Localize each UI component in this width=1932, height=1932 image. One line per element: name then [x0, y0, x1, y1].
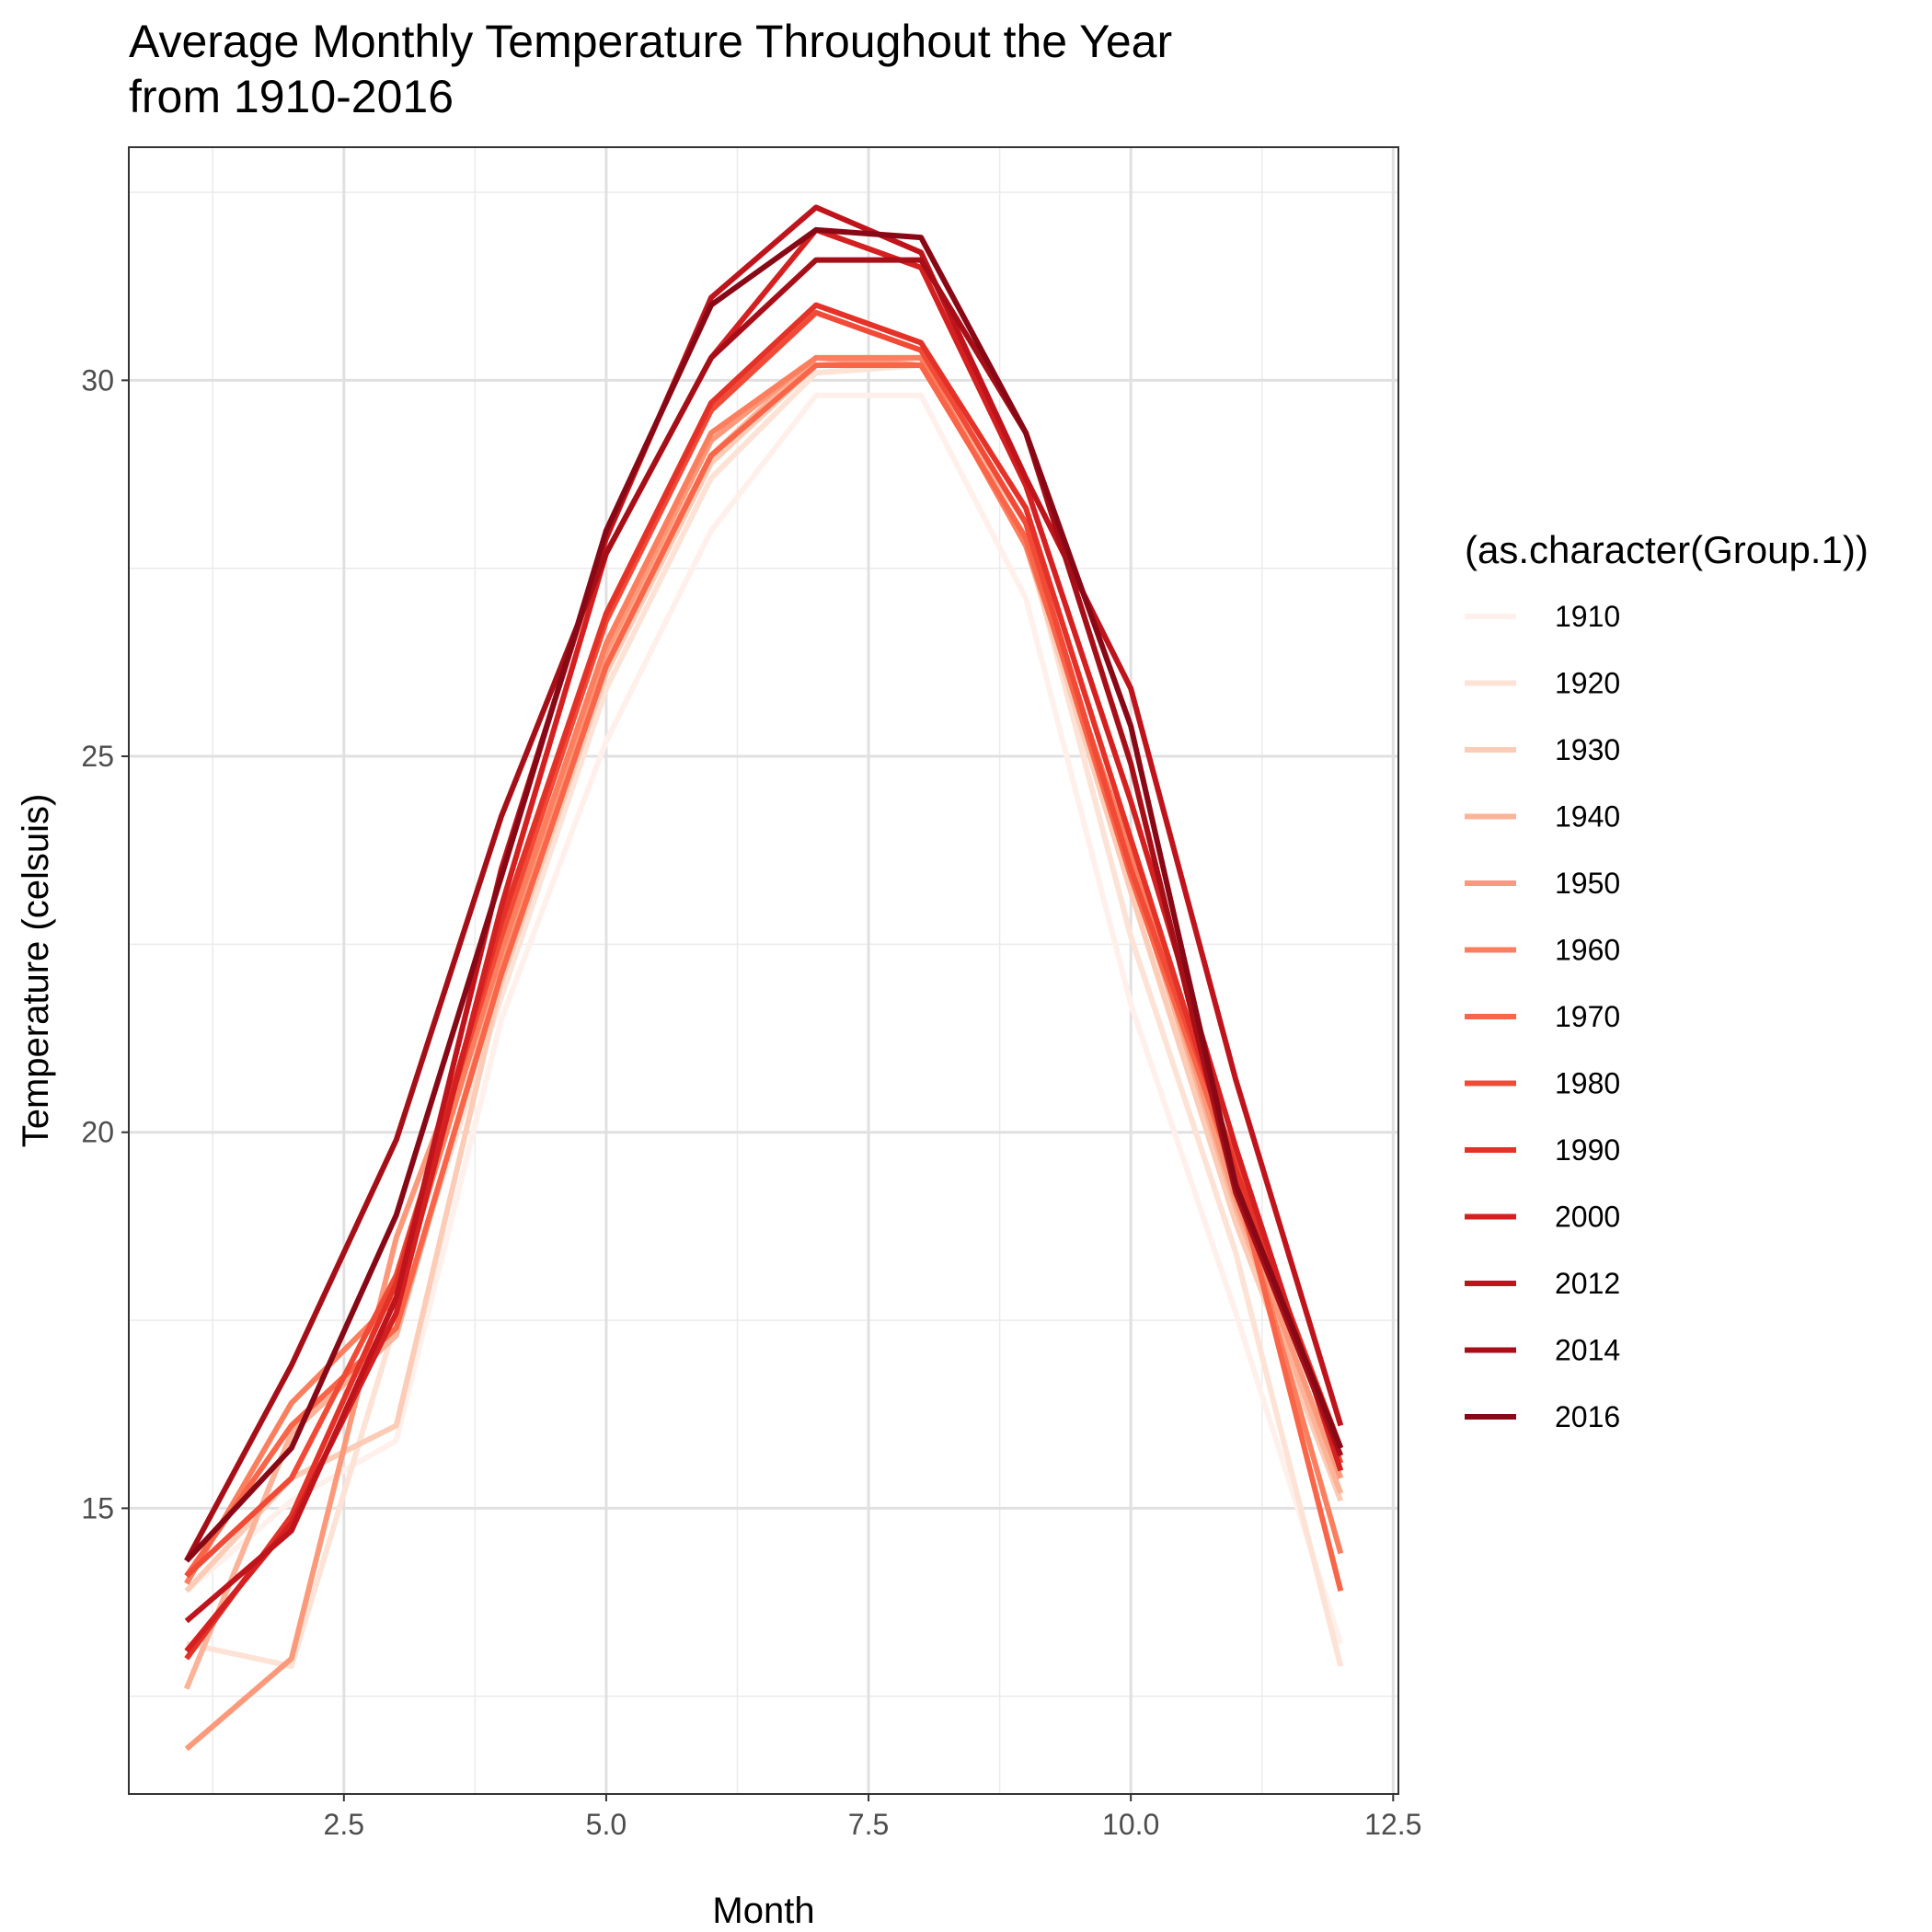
legend-label-1930: 1930: [1555, 733, 1620, 766]
y-tick-label: 20: [81, 1116, 114, 1149]
chart-title-line-2: from 1910-2016: [129, 71, 454, 122]
legend-label-1960: 1960: [1555, 934, 1620, 967]
legend-label-1950: 1950: [1555, 867, 1620, 900]
x-axis-label: Month: [712, 1891, 814, 1931]
legend-label-2012: 2012: [1555, 1267, 1620, 1300]
series-line-1980: [184, 309, 1344, 1579]
legend-label-1910: 1910: [1555, 600, 1620, 633]
legend-label-1920: 1920: [1555, 667, 1620, 700]
x-tick-label: 5.0: [586, 1808, 627, 1841]
x-tick-label: 12.5: [1364, 1808, 1421, 1841]
legend-items: 1910 1920 1930 1940 1950 1960 1970 1980 1990 2000…: [1465, 600, 1620, 1433]
legend-label-2000: 2000: [1555, 1201, 1620, 1234]
legend-title: (as.character(Group.1)): [1465, 528, 1869, 571]
major-gridlines: [129, 147, 1398, 1794]
y-tick-label: 15: [81, 1491, 114, 1524]
x-tick-label: 2.5: [324, 1808, 364, 1841]
x-tick-label: 10.0: [1102, 1808, 1159, 1841]
legend: (as.character(Group.1)) 1910 1920 1930 1940…: [1465, 528, 1869, 1433]
legend-label-2014: 2014: [1555, 1334, 1620, 1367]
series-line-1930: [184, 354, 1344, 1593]
x-tick-label: 7.5: [848, 1808, 889, 1841]
series-line-2016: [184, 226, 1344, 1563]
series-line-1990: [184, 302, 1344, 1661]
chart-title-line-1: Average Monthly Temperature Throughout t…: [129, 16, 1172, 67]
y-axis-ticks: 15 20 25 30: [81, 363, 129, 1524]
series-line-2000: [184, 226, 1344, 1653]
x-axis-ticks: 2.5 5.0 7.5 10.0 12.5: [324, 1794, 1421, 1841]
legend-label-1980: 1980: [1555, 1067, 1620, 1100]
series-lines: [183, 204, 1344, 1752]
series-line-2014: [184, 257, 1344, 1563]
plot-panel-border: [128, 146, 1399, 1795]
legend-label-1940: 1940: [1555, 800, 1620, 834]
legend-label-1970: 1970: [1555, 1000, 1620, 1033]
legend-label-1990: 1990: [1555, 1133, 1620, 1167]
series-line-2012: [184, 204, 1344, 1624]
series-line-1910: [184, 392, 1344, 1645]
legend-label-2016: 2016: [1555, 1400, 1620, 1433]
y-axis-label: Temperature (celsuis): [16, 794, 56, 1148]
y-tick-label: 25: [81, 740, 114, 773]
y-tick-label: 30: [81, 363, 114, 397]
series-line-1920: [186, 362, 1344, 1670]
